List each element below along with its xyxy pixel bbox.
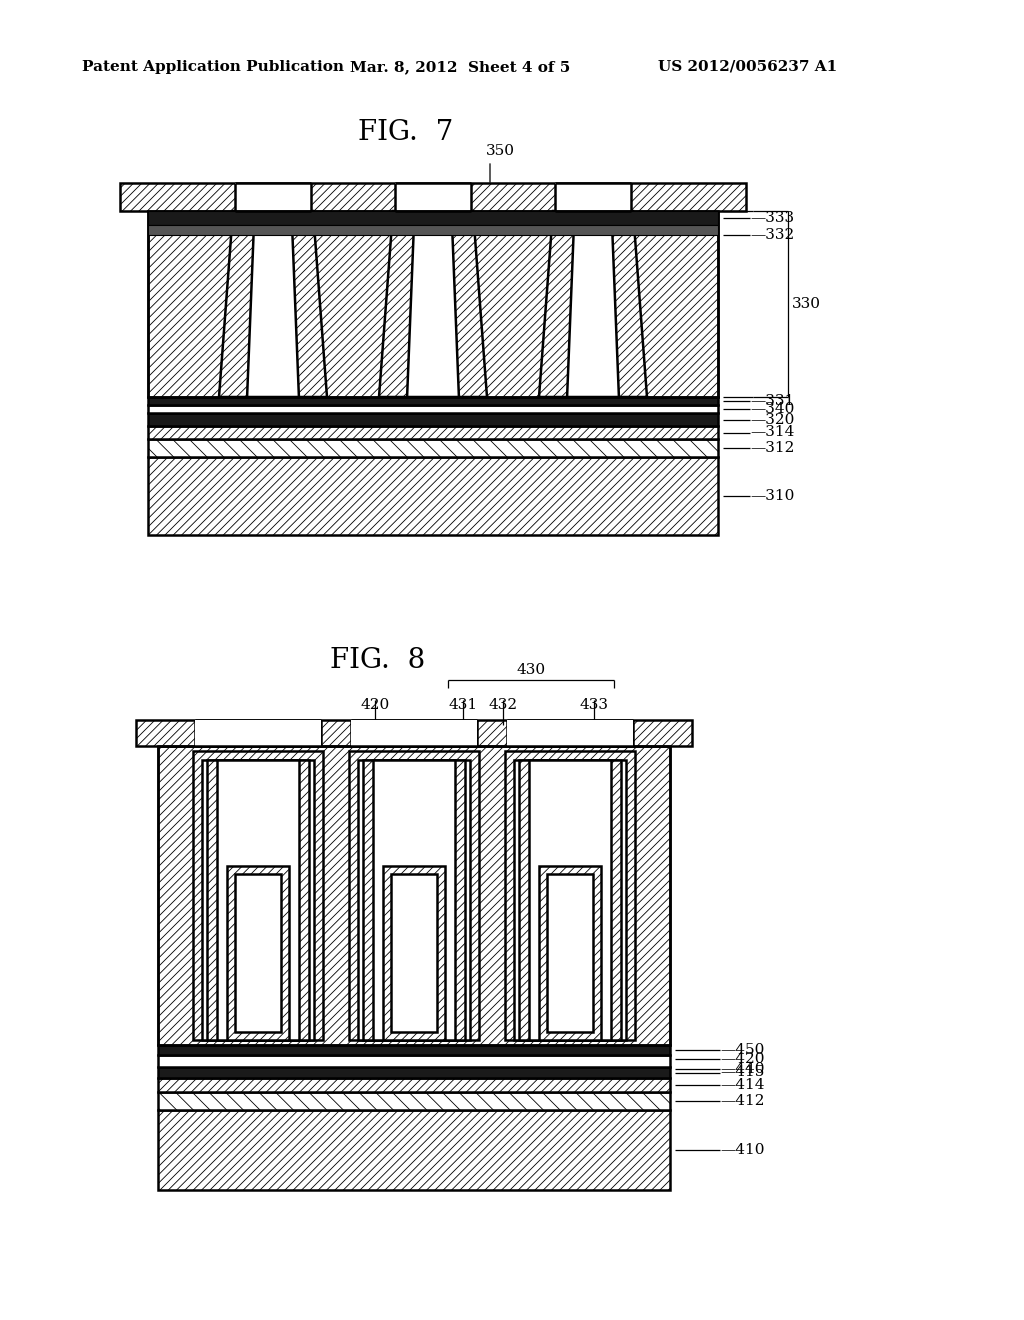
Bar xyxy=(362,760,465,1040)
Bar xyxy=(505,751,635,1040)
Text: 330: 330 xyxy=(792,297,821,312)
Bar xyxy=(148,440,718,457)
Bar xyxy=(158,1078,670,1092)
Bar xyxy=(358,760,470,1040)
Text: 420: 420 xyxy=(360,698,389,711)
Bar xyxy=(217,760,299,1040)
Text: FIG.  8: FIG. 8 xyxy=(330,647,425,673)
Bar xyxy=(195,719,321,746)
Bar xyxy=(507,719,633,746)
Text: —420: —420 xyxy=(720,1052,765,1067)
Text: —410: —410 xyxy=(720,1143,765,1158)
Bar xyxy=(555,183,631,211)
Bar xyxy=(158,746,670,1045)
Bar xyxy=(148,211,718,397)
Polygon shape xyxy=(379,211,487,397)
Text: —310: —310 xyxy=(750,488,795,503)
Bar xyxy=(207,760,309,1040)
Bar xyxy=(349,751,479,1040)
Text: 350: 350 xyxy=(485,144,514,158)
Bar xyxy=(391,874,437,1032)
Bar xyxy=(148,413,718,426)
Bar xyxy=(547,874,593,1032)
Bar xyxy=(234,183,311,211)
Bar xyxy=(514,760,626,1040)
Text: US 2012/0056237 A1: US 2012/0056237 A1 xyxy=(658,59,838,74)
Bar xyxy=(539,866,601,1040)
Polygon shape xyxy=(247,228,299,397)
Text: —312: —312 xyxy=(750,441,795,455)
Bar xyxy=(158,746,670,1045)
Bar xyxy=(227,866,289,1040)
Bar xyxy=(158,1045,670,1055)
Bar xyxy=(395,183,471,211)
Bar xyxy=(193,751,323,1040)
Polygon shape xyxy=(539,211,647,397)
Bar xyxy=(234,874,281,1032)
Text: 430: 430 xyxy=(516,663,546,677)
Bar xyxy=(148,405,718,413)
Polygon shape xyxy=(219,211,327,397)
Bar xyxy=(202,760,314,1040)
Bar xyxy=(383,866,445,1040)
Text: Mar. 8, 2012  Sheet 4 of 5: Mar. 8, 2012 Sheet 4 of 5 xyxy=(350,59,570,74)
Text: 431: 431 xyxy=(449,698,477,711)
Text: FIG.  7: FIG. 7 xyxy=(358,120,454,147)
Bar xyxy=(158,1055,670,1067)
Text: —333: —333 xyxy=(750,211,795,224)
Bar xyxy=(148,211,718,224)
Bar xyxy=(373,760,455,1040)
Text: 433: 433 xyxy=(580,698,608,711)
Bar xyxy=(148,211,718,397)
Bar xyxy=(351,719,477,746)
Text: —331: —331 xyxy=(750,393,795,408)
Bar xyxy=(158,1092,670,1110)
Polygon shape xyxy=(408,228,459,397)
Bar xyxy=(148,426,718,440)
Bar xyxy=(158,1067,670,1078)
Bar xyxy=(148,224,718,235)
Text: —320: —320 xyxy=(750,412,795,426)
Text: Patent Application Publication: Patent Application Publication xyxy=(82,59,344,74)
Text: —415: —415 xyxy=(720,1065,764,1080)
Bar xyxy=(148,397,718,405)
Bar xyxy=(529,760,611,1040)
Bar xyxy=(158,1110,670,1191)
Text: —450: —450 xyxy=(720,1043,764,1057)
Text: —340: —340 xyxy=(750,403,795,416)
Text: —314: —314 xyxy=(750,425,795,440)
Bar xyxy=(120,183,746,211)
Bar xyxy=(136,719,692,746)
Text: —332: —332 xyxy=(750,228,795,242)
Text: —440: —440 xyxy=(720,1063,765,1076)
Text: 432: 432 xyxy=(488,698,517,711)
Bar xyxy=(148,457,718,535)
Bar xyxy=(519,760,621,1040)
Text: —412: —412 xyxy=(720,1094,765,1107)
Text: —414: —414 xyxy=(720,1078,765,1092)
Polygon shape xyxy=(567,228,618,397)
